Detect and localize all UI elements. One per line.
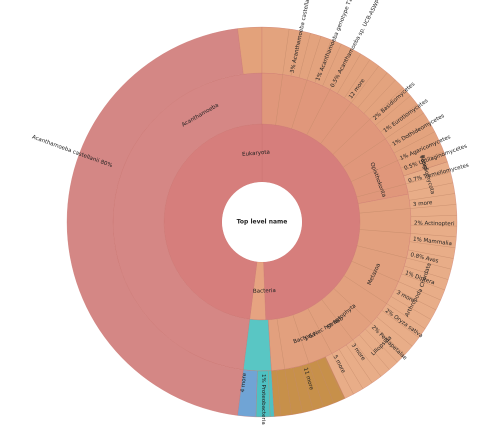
- divider-11: [363, 79, 396, 114]
- divider-26: [410, 224, 457, 227]
- divider-19: [400, 151, 444, 169]
- inner-label-0: Eukaryota: [242, 150, 270, 158]
- outer-label-22: 4 more: [240, 372, 248, 393]
- divider-51: [276, 318, 293, 415]
- divider-10: [357, 72, 388, 108]
- inner-label-3: Fungi: [418, 155, 429, 171]
- divider-34: [394, 289, 437, 311]
- divider-24: [359, 204, 457, 214]
- outer-label-11: 2% Actinopteri: [414, 221, 455, 228]
- divider-53: [268, 370, 271, 417]
- divider-37: [381, 310, 420, 338]
- center-hole: [222, 182, 302, 262]
- ring-3-segment-0[interactable]: [66, 28, 244, 416]
- divider-36: [343, 275, 426, 329]
- divider-39: [333, 288, 406, 355]
- divider-5: [322, 43, 342, 86]
- divider-38: [376, 316, 413, 347]
- outer-label-10: 3 more: [413, 200, 434, 208]
- divider-17: [393, 131, 435, 154]
- divider-21: [356, 171, 451, 198]
- divider-49: [300, 365, 314, 411]
- divider-2: [298, 33, 311, 78]
- divider-1: [290, 30, 301, 76]
- divider-9: [320, 65, 379, 144]
- divider-4: [314, 39, 332, 83]
- divider-16: [389, 121, 430, 146]
- sunburst-rings: [66, 26, 458, 418]
- divider-23: [409, 193, 455, 201]
- divider-28: [409, 241, 456, 248]
- divider-14: [380, 103, 418, 133]
- divider-45: [307, 308, 354, 395]
- divider-6: [306, 48, 352, 135]
- divider-32: [401, 273, 445, 291]
- outer-label-12: 1% Mammalia: [413, 237, 453, 248]
- divider-22: [407, 182, 454, 193]
- divider-52: [276, 370, 282, 417]
- divider-18: [351, 141, 440, 182]
- divider-33: [351, 261, 441, 301]
- center-label: Top level name: [237, 219, 288, 226]
- divider-27: [359, 229, 457, 238]
- divider-43: [346, 344, 373, 384]
- divider-29: [408, 249, 454, 259]
- outer-label-21: 1% Proteobacteria: [260, 374, 266, 425]
- divider-41: [359, 334, 390, 370]
- divider-8: [344, 59, 371, 99]
- ring-3-segment-6[interactable]: [237, 369, 258, 418]
- divider-30: [357, 245, 452, 270]
- divider-12: [332, 87, 404, 155]
- divider-48: [292, 314, 324, 408]
- divider-7: [337, 53, 361, 94]
- divider-15: [343, 112, 424, 168]
- divider-44: [339, 349, 364, 389]
- sunburst-dividers: [268, 28, 457, 417]
- inner-label-10: Bacteria: [253, 288, 276, 295]
- divider-35: [390, 296, 431, 320]
- divider-3: [291, 36, 322, 129]
- divider-42: [321, 299, 382, 377]
- divider-25: [410, 214, 457, 217]
- divider-40: [365, 329, 398, 363]
- divider-46: [324, 357, 344, 400]
- divider-20: [403, 161, 448, 177]
- divider-13: [375, 95, 411, 126]
- divider-31: [404, 265, 449, 280]
- divider-0: [275, 28, 290, 125]
- divider-47: [316, 360, 334, 404]
- divider-50: [292, 367, 303, 413]
